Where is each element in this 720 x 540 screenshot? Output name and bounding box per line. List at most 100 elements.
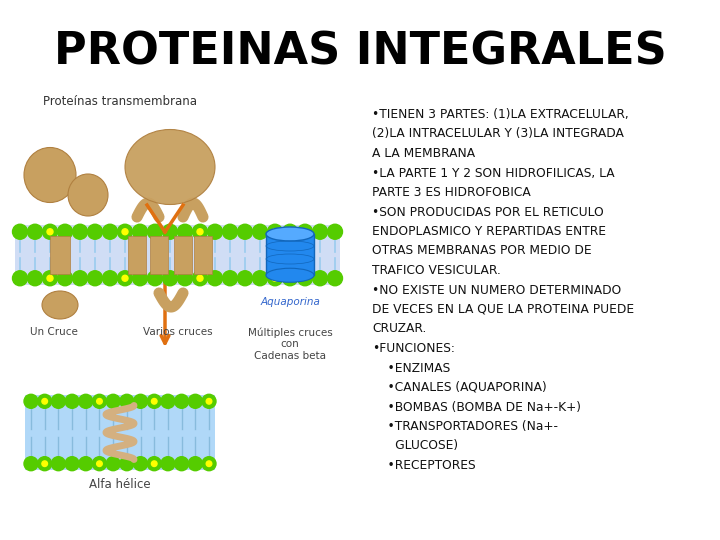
Circle shape [148,224,163,239]
Text: •NO EXISTE UN NUMERO DETERMINADO: •NO EXISTE UN NUMERO DETERMINADO [372,284,621,296]
Circle shape [24,457,38,471]
Circle shape [51,394,66,408]
Circle shape [51,457,66,471]
Ellipse shape [68,174,108,216]
Circle shape [47,275,53,281]
Circle shape [268,224,282,239]
Text: TRAFICO VESICULAR.: TRAFICO VESICULAR. [372,264,501,277]
Text: •SON PRODUCIDAS POR EL RETICULO: •SON PRODUCIDAS POR EL RETICULO [372,206,604,219]
Circle shape [163,224,178,239]
Circle shape [222,271,238,286]
Circle shape [238,271,253,286]
Text: Alfa hélice: Alfa hélice [89,478,150,491]
Circle shape [147,457,161,471]
Circle shape [117,224,132,239]
Circle shape [175,394,189,408]
Bar [15,225,340,285]
Circle shape [297,271,312,286]
Circle shape [132,271,148,286]
Circle shape [206,399,212,404]
Circle shape [207,271,222,286]
Ellipse shape [42,291,78,319]
Circle shape [102,224,117,239]
Circle shape [161,394,175,408]
Circle shape [151,399,157,404]
Circle shape [328,271,343,286]
Text: GLUCOSE): GLUCOSE) [372,440,458,453]
Circle shape [92,457,107,471]
Circle shape [42,271,58,286]
Circle shape [65,394,79,408]
Circle shape [102,271,117,286]
Circle shape [47,229,53,235]
Circle shape [272,275,278,281]
Circle shape [37,394,52,408]
Text: Varios cruces: Varios cruces [143,327,212,337]
Text: Múltiples cruces
con
Cadenas beta: Múltiples cruces con Cadenas beta [248,327,333,361]
Text: •BOMBAS (BOMBA DE Na+-K+): •BOMBAS (BOMBA DE Na+-K+) [372,401,581,414]
Ellipse shape [24,147,76,202]
Circle shape [189,457,202,471]
Circle shape [42,461,48,467]
Circle shape [148,271,163,286]
Bar [174,237,192,274]
Circle shape [268,271,282,286]
Circle shape [42,399,48,404]
Circle shape [133,457,148,471]
Circle shape [27,271,42,286]
Circle shape [120,394,134,408]
Bar [25,395,215,470]
Circle shape [133,394,148,408]
Circle shape [312,271,328,286]
Text: •TIENEN 3 PARTES: (1)LA EXTRACELULAR,: •TIENEN 3 PARTES: (1)LA EXTRACELULAR, [372,108,629,121]
Circle shape [192,271,207,286]
Circle shape [161,457,175,471]
Circle shape [73,271,88,286]
Bar [266,234,314,275]
Circle shape [272,229,278,235]
Circle shape [96,461,102,467]
Text: (2)LA INTRACELULAR Y (3)LA INTEGRADA: (2)LA INTRACELULAR Y (3)LA INTEGRADA [372,127,624,140]
Circle shape [58,224,73,239]
Circle shape [253,224,268,239]
Circle shape [192,224,207,239]
Circle shape [12,224,27,239]
Text: •ENZIMAS: •ENZIMAS [372,361,450,375]
Circle shape [328,224,343,239]
Circle shape [197,229,203,235]
Circle shape [122,275,128,281]
Circle shape [12,271,27,286]
Text: OTRAS MEMBRANAS POR MEDIO DE: OTRAS MEMBRANAS POR MEDIO DE [372,245,592,258]
Text: •RECEPTORES: •RECEPTORES [372,459,476,472]
Text: DE VECES EN LA QUE LA PROTEINA PUEDE: DE VECES EN LA QUE LA PROTEINA PUEDE [372,303,634,316]
Bar [50,237,70,274]
Circle shape [282,271,297,286]
Circle shape [24,394,38,408]
Bar [150,237,168,274]
Ellipse shape [266,227,314,241]
Text: •LA PARTE 1 Y 2 SON HIDROFILICAS, LA: •LA PARTE 1 Y 2 SON HIDROFILICAS, LA [372,166,615,179]
Circle shape [78,457,93,471]
Circle shape [78,394,93,408]
Circle shape [312,224,328,239]
Circle shape [88,271,102,286]
Circle shape [132,224,148,239]
Circle shape [106,394,120,408]
Circle shape [178,224,192,239]
Circle shape [253,271,268,286]
Text: •FUNCIONES:: •FUNCIONES: [372,342,455,355]
Circle shape [92,394,107,408]
Circle shape [163,271,178,286]
Text: •CANALES (AQUAPORINA): •CANALES (AQUAPORINA) [372,381,546,394]
Circle shape [88,224,102,239]
Circle shape [42,224,58,239]
Text: ENDOPLASMICO Y REPARTIDAS ENTRE: ENDOPLASMICO Y REPARTIDAS ENTRE [372,225,606,238]
Circle shape [238,224,253,239]
Circle shape [202,394,216,408]
Circle shape [178,271,192,286]
Text: Aquaporina: Aquaporina [260,297,320,307]
Circle shape [297,224,312,239]
Circle shape [73,224,88,239]
Circle shape [122,229,128,235]
Ellipse shape [266,268,314,282]
